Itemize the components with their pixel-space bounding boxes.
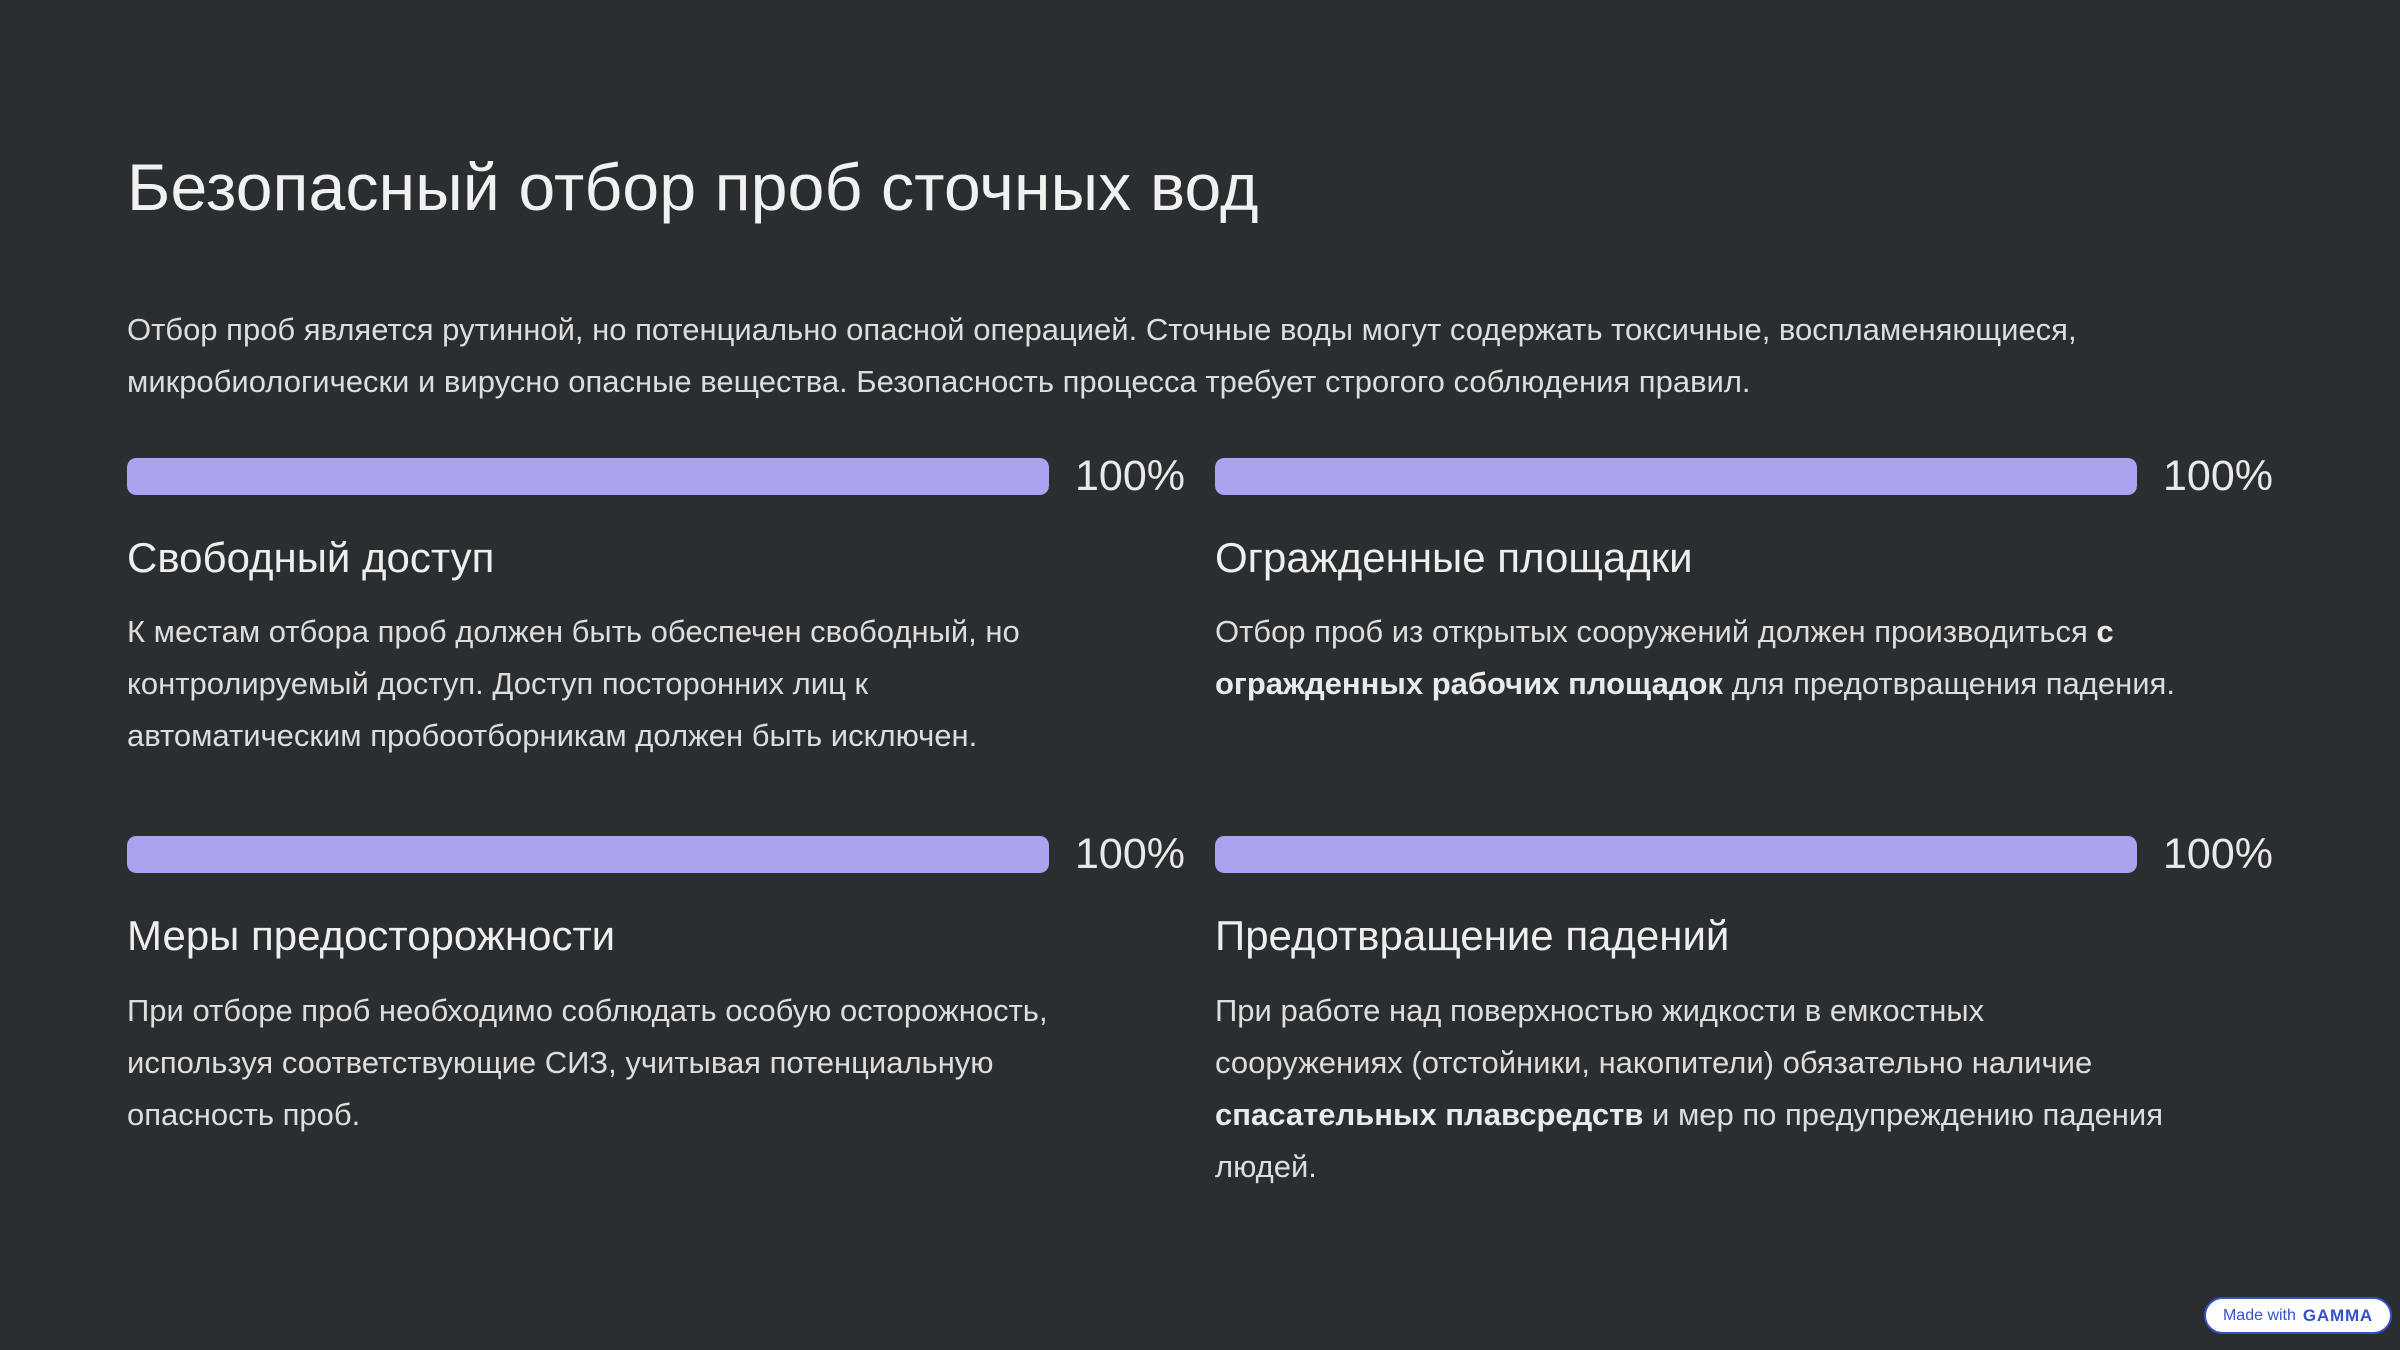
card-title: Огражденные площадки: [1215, 533, 1693, 581]
progress-value: 100%: [2163, 830, 2273, 879]
progress-row: 100%: [127, 830, 1185, 879]
progress-row: 100%: [1215, 830, 2273, 879]
badge-prefix-label: Made with: [2222, 1306, 2296, 1324]
card-title: Предотвращение падений: [1215, 912, 1730, 960]
card-body-segment: для предотвращения падения.: [1722, 666, 2175, 702]
made-with-gamma-badge[interactable]: Made with GAMMA: [2203, 1297, 2392, 1334]
page-title: Безопасный отбор проб сточных вод: [127, 150, 1259, 224]
progress-bar-fill: [127, 457, 1050, 495]
cards-grid: 100% Свободный доступ К местам отбора пр…: [127, 451, 2273, 1193]
card-body: К местам отбора проб должен быть обеспеч…: [127, 606, 1087, 762]
card-precautions: 100% Меры предосторожности При отборе пр…: [127, 830, 1185, 1193]
progress-value: 100%: [1075, 451, 1185, 500]
card-body: Отбор проб из открытых сооружений должен…: [1215, 606, 2175, 710]
gamma-logo: GAMMA: [2302, 1305, 2373, 1325]
card-body-segment: При работе над поверхностью жидкости в е…: [1215, 992, 2093, 1080]
progress-row: 100%: [1215, 451, 2273, 500]
card-body-bold-segment: с огражденных рабочих площадок: [1215, 614, 2114, 702]
slide: Безопасный отбор проб сточных вод Отбор …: [127, 150, 2273, 1193]
progress-row: 100%: [127, 451, 1185, 500]
progress-bar-fill: [1215, 457, 2138, 495]
card-fenced-platforms: 100% Огражденные площадки Отбор проб из …: [1215, 451, 2273, 763]
progress-bar-fill: [1215, 836, 2138, 874]
card-body-segment: и мер по предупреждению падения людей.: [1215, 1096, 2164, 1184]
progress-bar: [1215, 457, 2138, 495]
progress-value: 100%: [2163, 451, 2273, 500]
progress-bar: [1215, 836, 2138, 874]
progress-bar: [127, 836, 1050, 874]
card-body-segment: Отбор проб из открытых сооружений должен…: [1215, 614, 2097, 650]
card-title: Меры предосторожности: [127, 912, 616, 960]
card-fall-prevention: 100% Предотвращение падений При работе н…: [1215, 830, 2273, 1193]
card-body: При работе над поверхностью жидкости в е…: [1215, 985, 2175, 1193]
card-body-segment: При отборе проб необходимо соблюдать осо…: [127, 992, 1048, 1132]
progress-bar-fill: [127, 836, 1050, 874]
card-free-access: 100% Свободный доступ К местам отбора пр…: [127, 451, 1185, 763]
progress-bar: [127, 457, 1050, 495]
card-body: При отборе проб необходимо соблюдать осо…: [127, 985, 1087, 1141]
progress-value: 100%: [1075, 830, 1185, 879]
card-title: Свободный доступ: [127, 533, 495, 581]
card-body-segment: К местам отбора проб должен быть обеспеч…: [127, 614, 1020, 754]
card-body-bold-segment: спасательных плавсредств: [1215, 1096, 1644, 1132]
intro-paragraph: Отбор проб является рутинной, но потенци…: [127, 311, 2077, 399]
